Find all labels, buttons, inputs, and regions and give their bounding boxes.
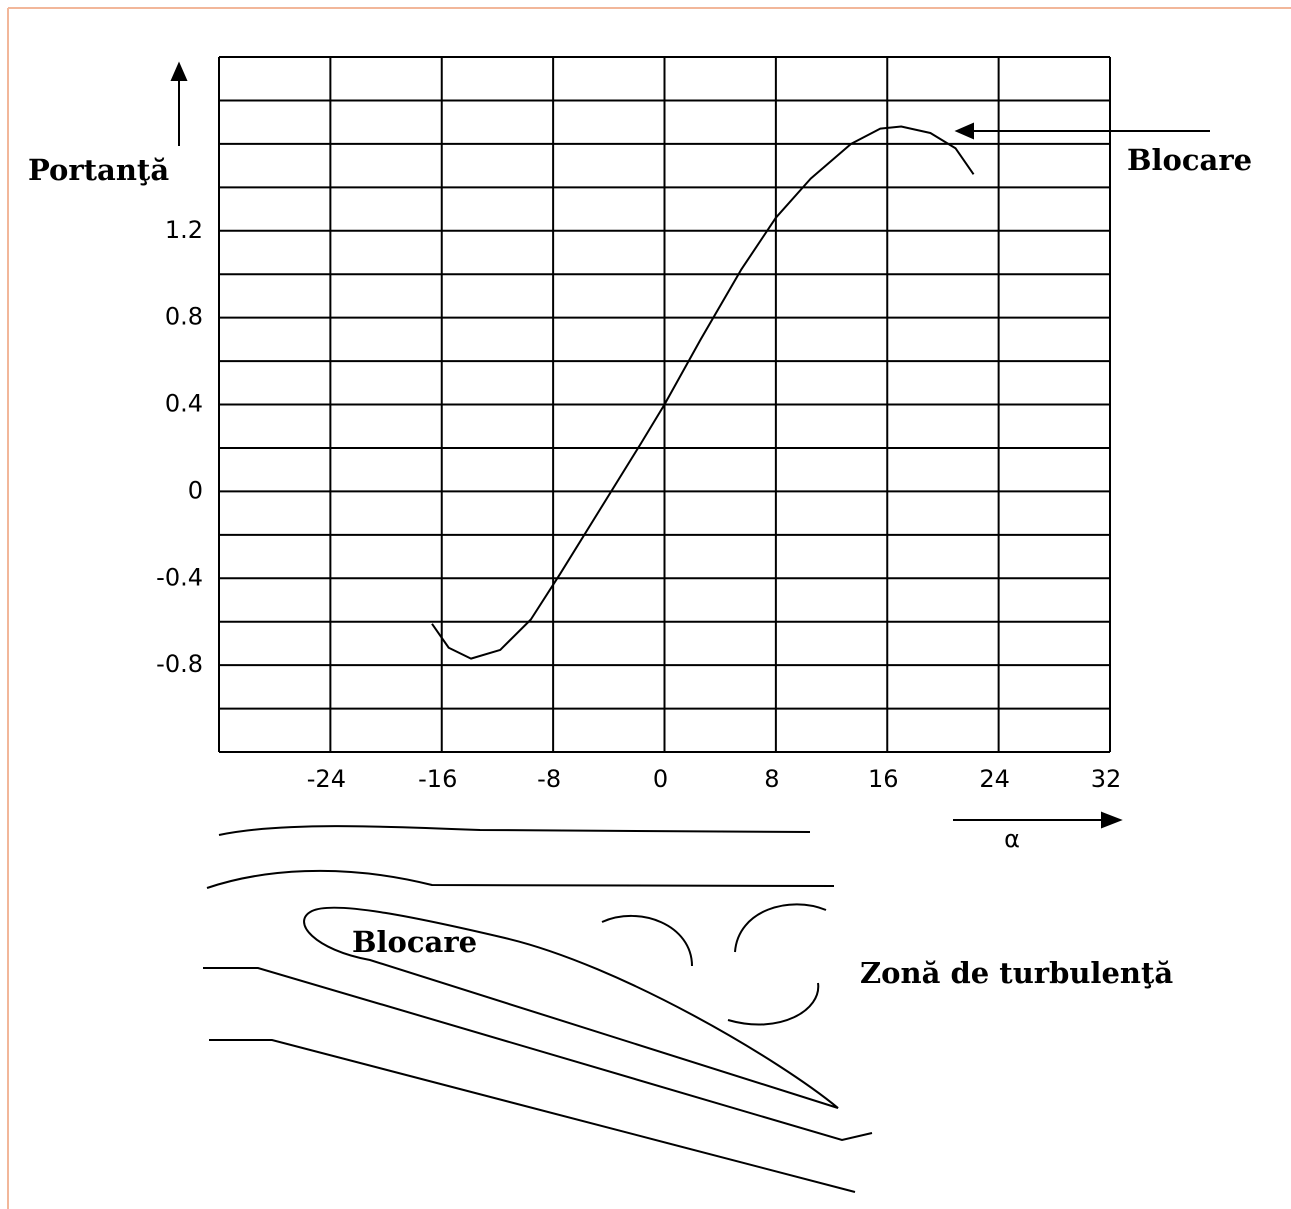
x-tick-label: -8 xyxy=(537,765,561,793)
x-tick-label: 0 xyxy=(653,765,668,793)
x-axis-label: α xyxy=(1004,825,1020,853)
annotation: Blocare xyxy=(1127,143,1252,177)
diagram-label: Blocare xyxy=(352,925,477,959)
y-tick-label: 0.4 xyxy=(165,390,203,418)
plot: -24 -16 -8 0 8 16 24 32 -0.8 -0.4 0 0.4 0.8 1.2 xyxy=(156,57,1121,793)
y-axis-label: Portanţă xyxy=(28,153,169,187)
y-tick-label: 0 xyxy=(188,476,203,504)
x-tick-label: -24 xyxy=(307,765,346,793)
airfoil-diagram: Blocare Zonă de turbulenţă xyxy=(203,826,1173,1192)
arrows xyxy=(172,64,1210,827)
x-tick-label: 24 xyxy=(979,765,1010,793)
y-tick-label: -0.8 xyxy=(156,650,203,678)
x-tick-label: -16 xyxy=(418,765,457,793)
diagram-label: Zonă de turbulenţă xyxy=(860,956,1173,990)
page: -24 -16 -8 0 8 16 24 32 -0.8 -0.4 0 0.4 0.8 1.2 Porta… xyxy=(0,0,1291,1209)
x-tick-label: 16 xyxy=(868,765,899,793)
y-tick-label: -0.4 xyxy=(156,563,203,591)
y-tick-label: 0.8 xyxy=(165,303,203,331)
y-tick-label: 1.2 xyxy=(165,216,203,244)
x-tick-label: 32 xyxy=(1091,765,1122,793)
x-tick-label: 8 xyxy=(764,765,779,793)
